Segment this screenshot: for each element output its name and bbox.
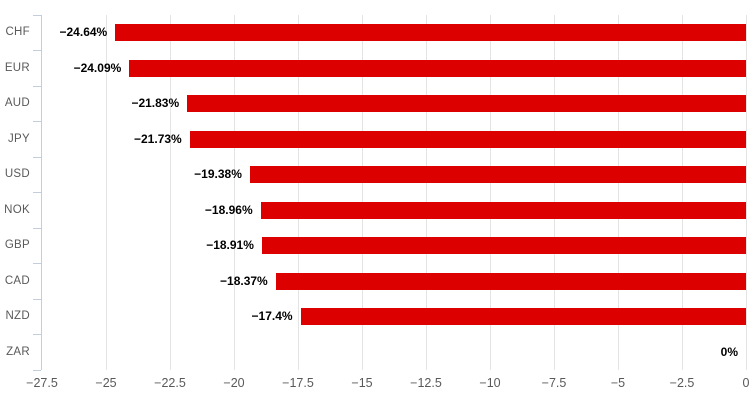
category-label: CHF <box>5 26 30 38</box>
category-axis-tick <box>33 14 41 16</box>
x-axis-tick-label: 0 <box>742 376 750 390</box>
bar-value-label: −21.83% <box>131 96 180 110</box>
bar-value-label: −21.73% <box>134 131 182 146</box>
category-label: GBP <box>4 239 30 251</box>
gridline <box>489 15 491 370</box>
category-axis-tick <box>33 50 41 51</box>
x-axis-tick-label: −27.5 <box>26 376 58 390</box>
gridline <box>425 15 427 370</box>
gridline <box>169 15 171 370</box>
category-axis-tick <box>33 334 41 335</box>
category-label: NZD <box>5 310 30 322</box>
bar-value-label: 0% <box>720 344 738 359</box>
x-axis-tick-label: −7.5 <box>541 376 567 390</box>
gridline <box>681 15 683 370</box>
gridline <box>361 15 363 370</box>
x-axis-tick-label: −17.5 <box>282 376 314 390</box>
bar <box>275 272 746 290</box>
x-axis-tick-label: −25 <box>95 376 117 390</box>
x-axis-tick-label: −15 <box>351 376 373 390</box>
gridline <box>297 15 299 370</box>
category-axis-tick <box>33 156 41 158</box>
x-axis-tick-label: −10 <box>479 376 501 390</box>
bar <box>260 201 746 219</box>
bar <box>187 95 746 113</box>
category-label: EUR <box>4 61 30 74</box>
category-axis-tick <box>33 192 41 193</box>
bar <box>189 130 746 148</box>
category-axis-tick <box>33 298 41 300</box>
bar-value-label: −17.4% <box>251 309 293 323</box>
category-axis-tick <box>33 263 41 264</box>
gridline <box>233 15 235 370</box>
bar-value-label: −18.91% <box>206 238 254 252</box>
bar-value-label: −24.09% <box>73 60 122 75</box>
bar-value-label: −19.38% <box>194 167 242 181</box>
category-label: USD <box>4 168 30 180</box>
gridline <box>617 15 619 370</box>
x-axis-tick-label: −12.5 <box>410 376 442 390</box>
category-label: AUD <box>4 97 30 109</box>
category-axis-tick <box>33 369 41 371</box>
category-label: CAD <box>4 274 30 287</box>
bar <box>249 166 746 184</box>
bar-value-label: −24.64% <box>59 25 108 39</box>
category-label: JPY <box>8 132 30 145</box>
plot-area: CHF −24.64% EUR −24.09% AUD −21.83% JPY −21.73%… <box>4 14 749 390</box>
bar <box>261 237 746 255</box>
x-axis-tick-label: −2.5 <box>669 376 695 390</box>
bar <box>115 24 746 42</box>
x-axis-tick-label: −5 <box>610 376 626 390</box>
category-axis-tick <box>33 85 41 87</box>
category-axis-tick <box>33 121 41 122</box>
gridline <box>745 15 747 370</box>
category-label: ZAR <box>6 345 30 358</box>
gridline <box>105 15 107 370</box>
gridline <box>553 15 555 370</box>
bar <box>129 59 746 77</box>
bar-value-label: −18.96% <box>204 202 253 217</box>
x-axis-tick-label: −22.5 <box>154 376 186 390</box>
x-axis-tick-label: −20 <box>223 376 245 390</box>
category-axis-tick <box>33 227 41 229</box>
category-label: NOK <box>4 203 30 216</box>
bar <box>300 308 746 326</box>
category-axis-line <box>41 15 42 370</box>
bar-value-label: −18.37% <box>220 273 268 288</box>
